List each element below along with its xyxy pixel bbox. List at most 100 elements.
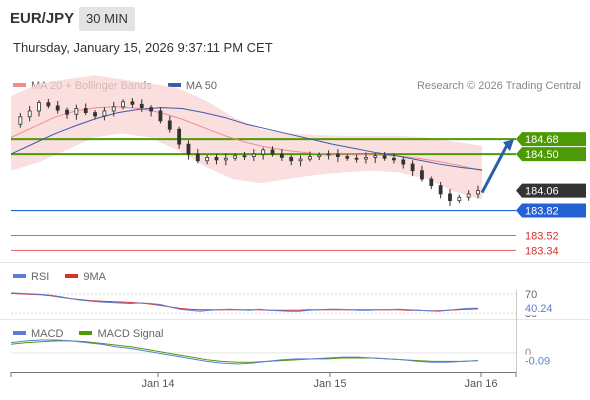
candle-body [139, 103, 144, 109]
candle-body [93, 112, 97, 117]
price-label-resistance: 184.50 [525, 149, 559, 161]
candle-body [438, 185, 443, 195]
candle-body [261, 149, 266, 155]
price-label-target: 183.52 [525, 230, 559, 242]
candle-body [354, 157, 359, 160]
ma20-swatch-icon [13, 83, 26, 88]
candle-body [466, 193, 471, 198]
legend-rsi-label: RSI [31, 271, 50, 283]
forecast-arrow-head-icon [503, 139, 514, 152]
candle-body [373, 155, 378, 158]
ma50-line [10, 107, 483, 171]
bollinger-band-area [11, 75, 482, 200]
candle-body [111, 106, 116, 112]
candle-body [345, 156, 350, 159]
candle-body [457, 196, 462, 201]
macd-signal-line [10, 340, 479, 363]
credit-text: Research © 2026 Trading Central [416, 80, 581, 92]
x-axis-label: Jan 16 [464, 378, 497, 390]
candle-body [270, 149, 275, 155]
candle-body [74, 108, 79, 115]
candle-body [233, 155, 238, 159]
candle-body [214, 157, 219, 161]
ma20-line [10, 106, 483, 172]
legend-rsi-ma: 9MA [65, 271, 106, 283]
candle-body [317, 154, 322, 157]
signal-swatch-icon [79, 331, 93, 336]
macd-current-value: -0.09 [525, 356, 550, 368]
macd-value-box [520, 354, 554, 368]
macd-legend: MACD MACD Signal [13, 328, 176, 340]
candle-body [130, 101, 135, 105]
candle-body [46, 102, 51, 107]
timeframe-badge[interactable]: 30 MIN [79, 7, 135, 31]
candle-body [429, 178, 434, 187]
rsi-ma-line [10, 292, 479, 312]
price-label-resistance: 184.68 [525, 134, 559, 146]
x-axis-label: Jan 15 [313, 378, 346, 390]
legend-ma50-label: MA 50 [185, 80, 218, 92]
candle-body [289, 157, 294, 162]
candle-body [448, 193, 452, 201]
rsi-value-box [520, 302, 554, 316]
rsi-line [10, 292, 479, 312]
price-label-current: 184.06 [525, 186, 559, 198]
candle-body [37, 102, 41, 112]
candle-body [298, 158, 303, 162]
candle-body [242, 155, 247, 158]
legend-macd: MACD [13, 328, 63, 340]
candle-body [279, 153, 284, 158]
rsi-swatch-icon [13, 274, 26, 279]
candle-body [251, 153, 256, 157]
price-label-target: 183.34 [525, 245, 559, 257]
candle-body [102, 110, 107, 117]
candle-body [158, 110, 163, 122]
price-label-support-box [516, 203, 586, 218]
price-label-current-box [516, 183, 586, 198]
rsi-tick-70: 70 [525, 289, 537, 301]
price-label-resistance-box [516, 132, 586, 147]
rsi-legend: RSI 9MA [13, 271, 119, 283]
candle-body [307, 156, 312, 160]
forecast-arrow-shaft [480, 144, 509, 194]
macd-tick-0: 0 [525, 347, 531, 359]
candle-body [335, 153, 340, 157]
candle-body [27, 110, 32, 118]
candle-body [177, 128, 182, 145]
candle-body [186, 143, 191, 155]
candle-body [65, 109, 69, 115]
legend-rsi-ma-label: 9MA [83, 271, 107, 283]
candle-body [326, 153, 331, 156]
macd-line [10, 339, 479, 365]
x-axis-label: Jan 14 [141, 378, 174, 390]
candle-body [476, 190, 480, 195]
ma50-swatch-icon [167, 83, 181, 88]
legend-macd-label: MACD [31, 328, 64, 340]
rsi-current-value: 40.24 [525, 303, 553, 315]
candle-body [121, 101, 125, 108]
price-label-support: 183.82 [525, 206, 559, 218]
rsi-ma-swatch-icon [65, 274, 79, 279]
candle-body [382, 155, 387, 159]
legend-macd-signal: MACD Signal [79, 328, 163, 340]
candle-body [401, 159, 406, 165]
candle-body [223, 157, 228, 161]
candle-body [364, 157, 368, 160]
legend-ma50: MA 50 [167, 80, 218, 92]
candle-body [410, 163, 415, 172]
legend-signal-label: MACD Signal [97, 328, 164, 340]
macd-swatch-icon [13, 331, 26, 336]
legend-rsi: RSI [13, 271, 49, 283]
candle-body [205, 157, 210, 162]
price-label-resistance-box [516, 147, 586, 162]
candle-body [420, 170, 424, 180]
candle-body [18, 116, 23, 125]
candle-body [55, 105, 60, 111]
candle-body [149, 107, 154, 112]
datetime-label: Thursday, January 15, 2026 9:37:11 PM CE… [13, 40, 273, 55]
candle-body [167, 120, 172, 130]
candle-body [195, 153, 200, 162]
candle-body [392, 157, 396, 161]
pair-title: EUR/JPY [10, 10, 75, 27]
